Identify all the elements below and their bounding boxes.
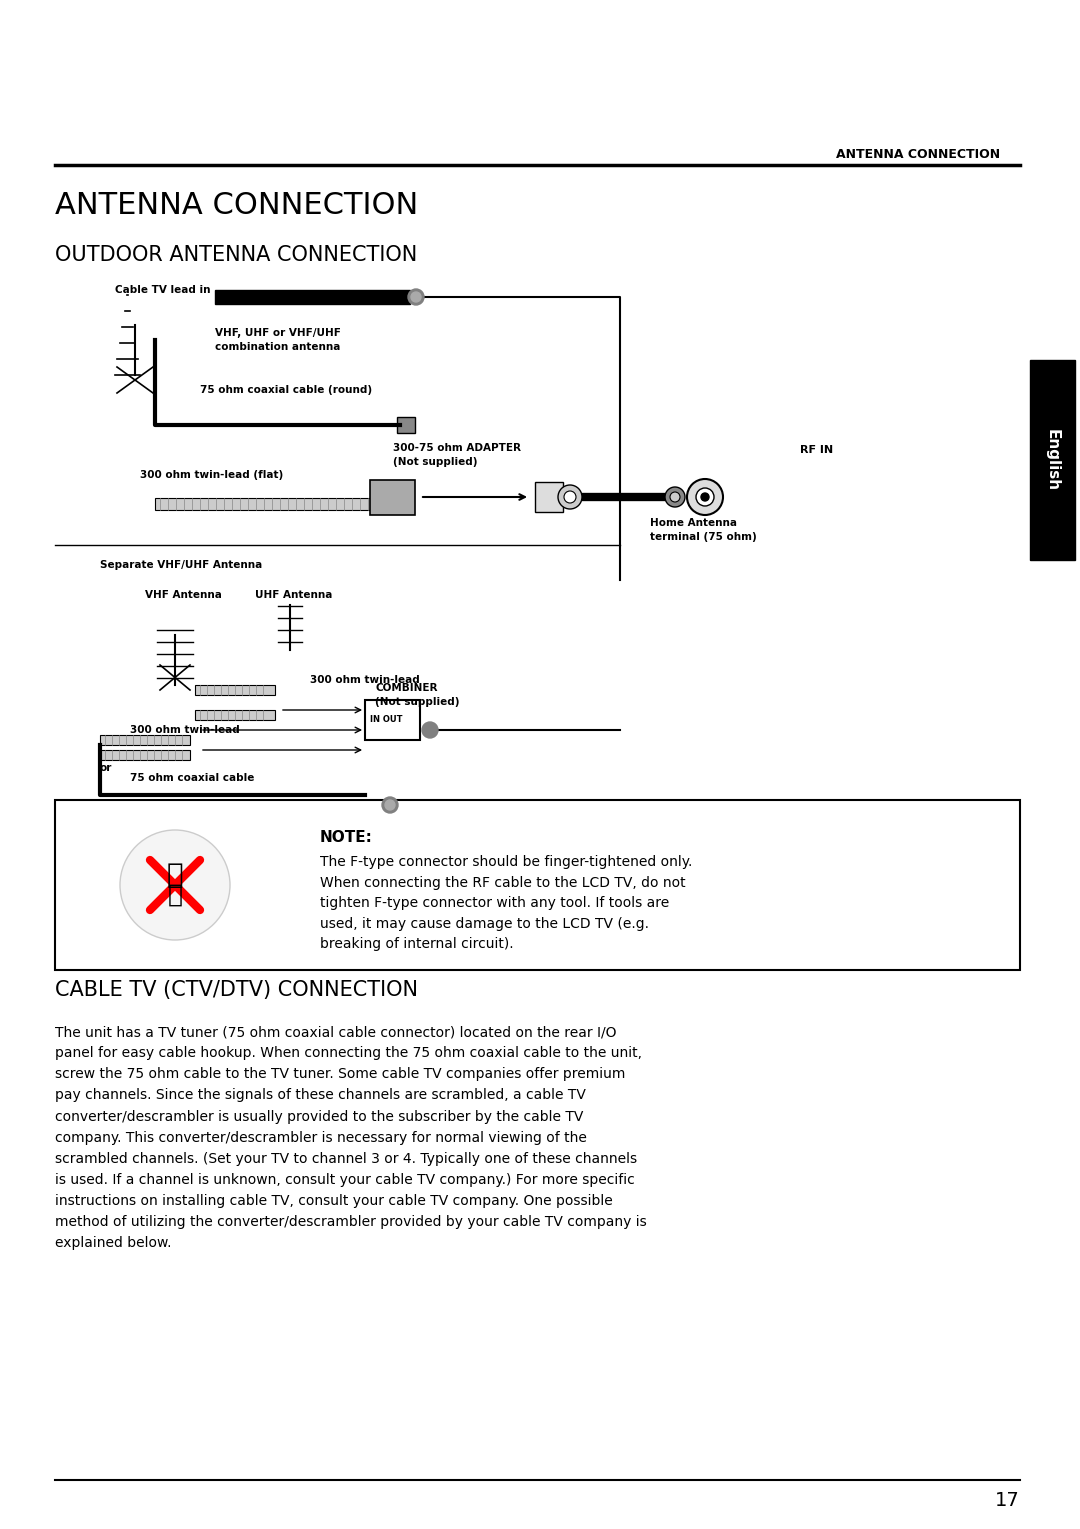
FancyBboxPatch shape [195,685,275,696]
Text: Cable TV lead in: Cable TV lead in [114,284,211,295]
FancyBboxPatch shape [55,800,1020,969]
Text: ANTENNA CONNECTION: ANTENNA CONNECTION [55,191,418,220]
Text: VHF Antenna: VHF Antenna [145,590,221,599]
Text: 75 ohm coaxial cable: 75 ohm coaxial cable [130,774,255,783]
Text: The F-type connector should be finger-tightened only.
When connecting the RF cab: The F-type connector should be finger-ti… [320,855,692,951]
FancyBboxPatch shape [370,480,415,515]
Text: VHF, UHF or VHF/UHF
combination antenna: VHF, UHF or VHF/UHF combination antenna [215,329,341,352]
Text: CABLE TV (CTV/DTV) CONNECTION: CABLE TV (CTV/DTV) CONNECTION [55,980,418,1000]
Text: ANTENNA CONNECTION: ANTENNA CONNECTION [836,148,1000,162]
Text: COMBINER
(Not supplied): COMBINER (Not supplied) [375,683,459,706]
Text: NOTE:: NOTE: [320,830,373,846]
Text: 🔧: 🔧 [166,861,184,888]
Circle shape [564,491,576,503]
Circle shape [558,485,582,509]
FancyBboxPatch shape [100,735,190,745]
Text: or: or [100,763,112,774]
Circle shape [408,289,424,304]
Circle shape [696,488,714,506]
Text: 300 ohm twin-lead: 300 ohm twin-lead [310,674,420,685]
Circle shape [670,492,680,502]
Text: ✋: ✋ [167,884,183,907]
Text: UHF Antenna: UHF Antenna [255,590,333,599]
Text: Separate VHF/UHF Antenna: Separate VHF/UHF Antenna [100,560,262,570]
Text: OUTDOOR ANTENNA CONNECTION: OUTDOOR ANTENNA CONNECTION [55,245,417,265]
FancyBboxPatch shape [156,498,375,511]
Text: English: English [1044,430,1059,491]
FancyBboxPatch shape [535,482,563,512]
FancyBboxPatch shape [365,700,420,740]
Circle shape [382,797,399,813]
FancyBboxPatch shape [397,417,415,433]
Circle shape [687,479,723,515]
Text: Home Antenna
terminal (75 ohm): Home Antenna terminal (75 ohm) [650,518,757,541]
Circle shape [665,488,685,508]
Circle shape [411,292,421,303]
Text: 75 ohm coaxial cable (round): 75 ohm coaxial cable (round) [200,385,373,394]
Circle shape [422,722,438,739]
Circle shape [120,830,230,940]
FancyBboxPatch shape [1030,359,1075,560]
FancyBboxPatch shape [195,709,275,720]
Text: 300 ohm twin-lead (flat): 300 ohm twin-lead (flat) [140,469,283,480]
Text: 300 ohm twin-lead: 300 ohm twin-lead [130,725,240,735]
Text: 17: 17 [996,1491,1020,1509]
Text: RF IN: RF IN [800,445,833,456]
FancyBboxPatch shape [215,291,410,304]
Text: The unit has a TV tuner (75 ohm coaxial cable connector) located on the rear I/O: The unit has a TV tuner (75 ohm coaxial … [55,1024,647,1251]
FancyBboxPatch shape [100,751,190,760]
Circle shape [701,492,708,502]
Text: 300-75 ohm ADAPTER
(Not supplied): 300-75 ohm ADAPTER (Not supplied) [393,443,521,466]
Circle shape [384,800,395,810]
Text: IN OUT: IN OUT [370,716,403,725]
